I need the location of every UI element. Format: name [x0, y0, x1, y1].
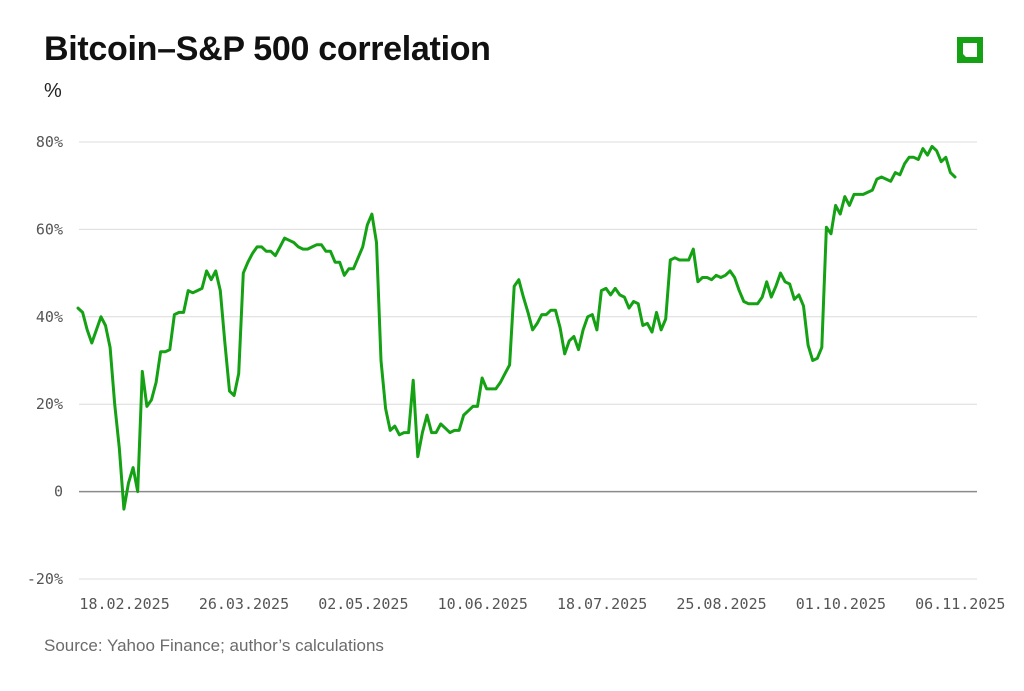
y-tick-label: 60% — [36, 220, 63, 238]
x-tick-label: 10.06.2025 — [438, 595, 528, 613]
y-tick-label: 20% — [36, 395, 63, 413]
square-logo-icon — [957, 37, 983, 63]
x-tick-label: 01.10.2025 — [796, 595, 886, 613]
y-axis-unit-label: % — [44, 80, 62, 102]
x-tick-label: 06.11.2025 — [915, 595, 1005, 613]
y-axis-tick-labels: 80% 60% 40% 20% 0 -20% — [27, 133, 63, 588]
x-tick-label: 02.05.2025 — [318, 595, 408, 613]
logo-mark — [957, 37, 983, 63]
x-tick-label: 18.02.2025 — [79, 595, 169, 613]
y-tick-label: 40% — [36, 308, 63, 326]
x-tick-label: 18.07.2025 — [557, 595, 647, 613]
x-tick-label: 26.03.2025 — [199, 595, 289, 613]
source-note: Source: Yahoo Finance; author’s calculat… — [44, 636, 384, 655]
series-group — [76, 144, 957, 511]
chart-title: Bitcoin–S&P 500 correlation — [44, 30, 491, 68]
y-tick-label: -20% — [27, 570, 63, 588]
correlation-series-line — [76, 144, 957, 511]
gridlines — [79, 141, 977, 580]
y-tick-label: 0 — [54, 483, 63, 501]
x-axis-tick-labels: 18.02.2025 26.03.2025 02.05.2025 10.06.2025… — [79, 595, 1005, 613]
y-tick-label: 80% — [36, 133, 63, 151]
x-tick-label: 25.08.2025 — [676, 595, 766, 613]
